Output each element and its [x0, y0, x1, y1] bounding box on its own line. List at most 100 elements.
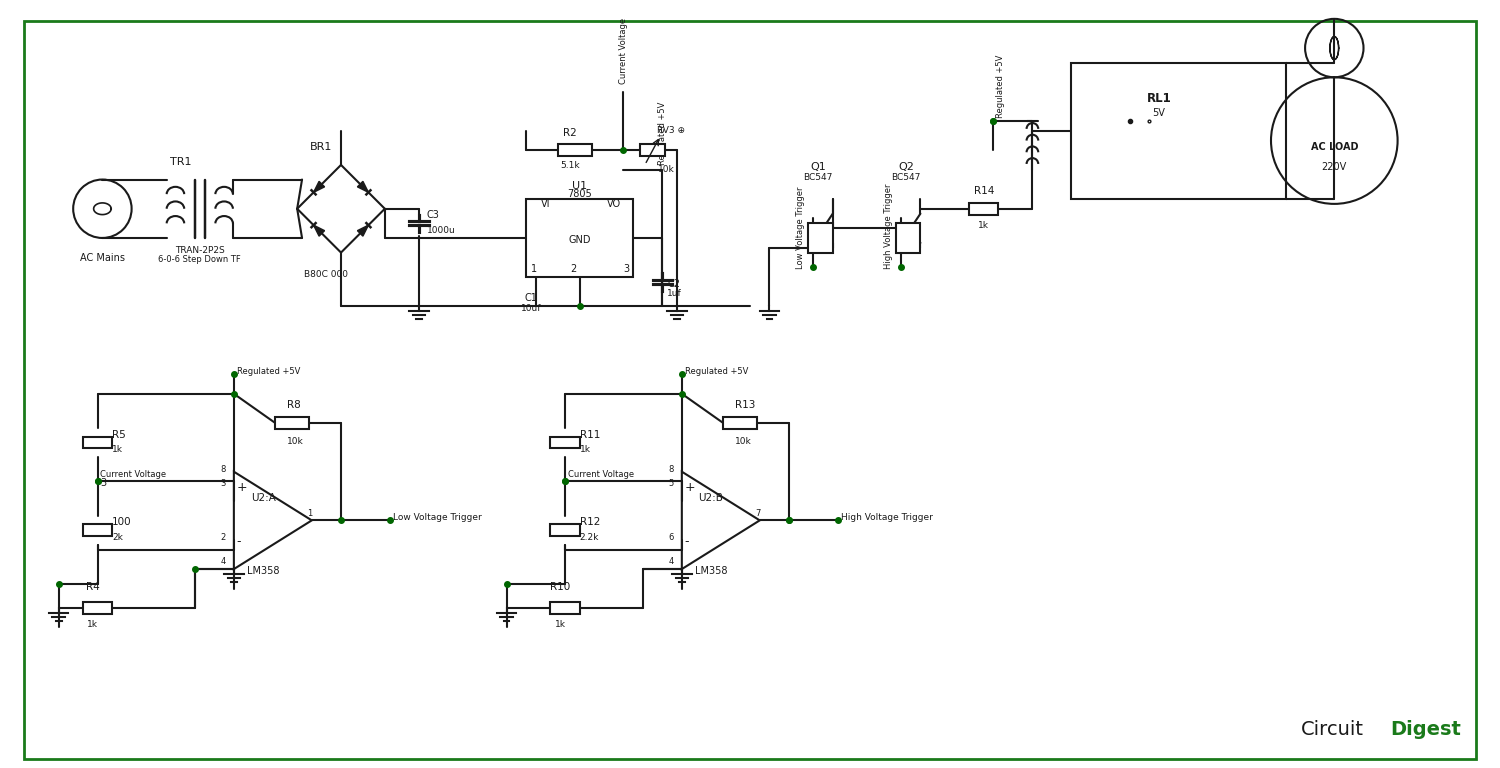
Text: Digest: Digest: [1390, 720, 1461, 739]
Text: R4: R4: [86, 582, 99, 592]
Text: -: -: [686, 535, 690, 548]
Text: AC LOAD: AC LOAD: [1311, 142, 1358, 152]
Text: 10k: 10k: [657, 165, 674, 174]
Text: +: +: [686, 482, 696, 494]
Text: TR1: TR1: [170, 157, 190, 167]
Text: C3: C3: [426, 210, 439, 220]
Text: 1k: 1k: [87, 621, 98, 630]
Bar: [550, 525, 579, 536]
Text: U2:A: U2:A: [251, 493, 276, 503]
Bar: [723, 417, 758, 429]
Text: U1: U1: [572, 181, 586, 191]
Text: 1k: 1k: [978, 221, 988, 230]
Text: R8: R8: [288, 400, 302, 410]
Bar: [82, 602, 112, 614]
Text: 1: 1: [531, 264, 537, 274]
Text: 2: 2: [220, 533, 226, 542]
Text: 2k: 2k: [112, 533, 123, 542]
Text: 4: 4: [669, 558, 674, 566]
Bar: [1071, 63, 1286, 199]
Text: Current Voltage: Current Voltage: [568, 469, 634, 478]
Text: -: -: [237, 535, 242, 548]
Bar: [526, 199, 633, 277]
Text: 3: 3: [100, 478, 106, 488]
Bar: [550, 602, 579, 614]
Text: R13: R13: [735, 400, 756, 410]
Text: Regulated +5V: Regulated +5V: [237, 367, 300, 376]
Bar: [640, 144, 664, 156]
Bar: [896, 223, 921, 253]
Text: 1: 1: [308, 508, 312, 518]
Text: 5: 5: [669, 479, 674, 488]
Text: High Voltage Trigger: High Voltage Trigger: [884, 184, 892, 269]
Text: +: +: [237, 482, 248, 494]
Text: 2.2k: 2.2k: [579, 533, 598, 542]
Text: 10k: 10k: [288, 438, 304, 446]
Bar: [276, 417, 309, 429]
Text: 1k: 1k: [112, 445, 123, 454]
Text: Regulated +5V: Regulated +5V: [686, 367, 748, 376]
Text: 8: 8: [220, 465, 226, 474]
Text: 1uf: 1uf: [668, 290, 682, 299]
Text: RV3 ⊕: RV3 ⊕: [657, 126, 686, 135]
Text: Low Voltage Trigger: Low Voltage Trigger: [393, 513, 482, 522]
Text: R5: R5: [112, 429, 126, 439]
Text: Current Voltage: Current Voltage: [620, 18, 628, 84]
Text: Current Voltage: Current Voltage: [100, 469, 166, 478]
Bar: [82, 437, 112, 449]
Text: GND: GND: [568, 235, 591, 245]
Polygon shape: [314, 181, 324, 192]
Text: Circuit: Circuit: [1300, 720, 1364, 739]
Text: 2: 2: [570, 264, 576, 274]
Text: 1000u: 1000u: [426, 226, 456, 235]
Polygon shape: [314, 225, 324, 237]
Text: 5.1k: 5.1k: [560, 161, 579, 170]
Text: Regulated +5V: Regulated +5V: [658, 101, 668, 165]
Polygon shape: [357, 225, 369, 237]
Text: AC Mains: AC Mains: [80, 253, 124, 263]
Bar: [969, 203, 999, 214]
Bar: [558, 144, 592, 156]
Bar: [550, 437, 579, 449]
Text: LM358: LM358: [248, 566, 279, 576]
Text: R14: R14: [974, 186, 994, 196]
Text: 7805: 7805: [567, 189, 592, 199]
Text: High Voltage Trigger: High Voltage Trigger: [840, 513, 933, 522]
Text: C1: C1: [525, 293, 537, 303]
Text: RL1: RL1: [1146, 91, 1172, 104]
Text: 100: 100: [112, 517, 132, 528]
Bar: [82, 525, 112, 536]
Text: Regulated +5V: Regulated +5V: [996, 55, 1005, 118]
Text: R11: R11: [579, 429, 600, 439]
Text: 1k: 1k: [579, 445, 591, 454]
Text: C2: C2: [668, 279, 680, 289]
Text: 10k: 10k: [735, 438, 752, 446]
Text: 10uf: 10uf: [520, 304, 542, 313]
Text: 3: 3: [624, 264, 630, 274]
Text: 3: 3: [220, 479, 226, 488]
Text: R2: R2: [562, 127, 576, 137]
Text: 7: 7: [754, 508, 760, 518]
Polygon shape: [357, 181, 369, 192]
Text: LM358: LM358: [694, 566, 728, 576]
Text: 5V: 5V: [1152, 108, 1166, 118]
Text: BC547: BC547: [891, 173, 921, 181]
Text: Low Voltage Trigger: Low Voltage Trigger: [796, 187, 806, 269]
Text: R10: R10: [550, 582, 570, 592]
Text: 8: 8: [669, 465, 674, 474]
Text: TRAN-2P2S: TRAN-2P2S: [176, 246, 225, 254]
Text: R12: R12: [579, 517, 600, 528]
Text: 6: 6: [669, 533, 674, 542]
Text: 6-0-6 Step Down TF: 6-0-6 Step Down TF: [159, 255, 242, 264]
Text: VO: VO: [606, 199, 621, 209]
Text: VI: VI: [540, 199, 550, 209]
Bar: [808, 223, 832, 253]
Text: 1k: 1k: [555, 621, 566, 630]
Text: BR1: BR1: [310, 142, 333, 152]
Text: BC547: BC547: [804, 173, 832, 181]
Text: 4: 4: [220, 558, 226, 566]
Text: U2:B: U2:B: [699, 493, 723, 503]
Text: B80C 000: B80C 000: [304, 270, 348, 279]
Text: Q1: Q1: [810, 162, 826, 172]
Text: Q2: Q2: [898, 162, 914, 172]
